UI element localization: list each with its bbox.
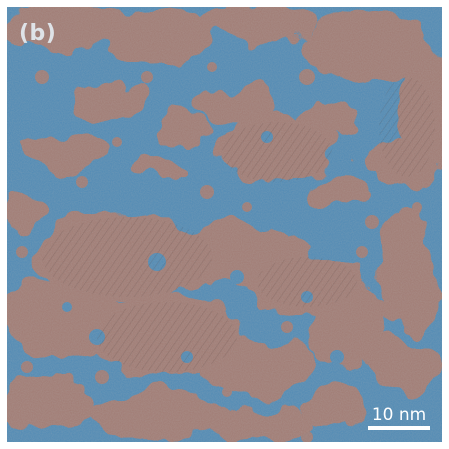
micrograph-image: (b) 10 nm — [7, 7, 442, 442]
scale-bar-label: 10 nm — [371, 405, 427, 425]
micrograph-svg — [7, 7, 442, 442]
panel-label: (b) — [19, 21, 57, 46]
scale-bar — [368, 426, 430, 430]
image-grain — [7, 7, 442, 442]
scale-bar-group: 10 nm — [366, 406, 432, 430]
